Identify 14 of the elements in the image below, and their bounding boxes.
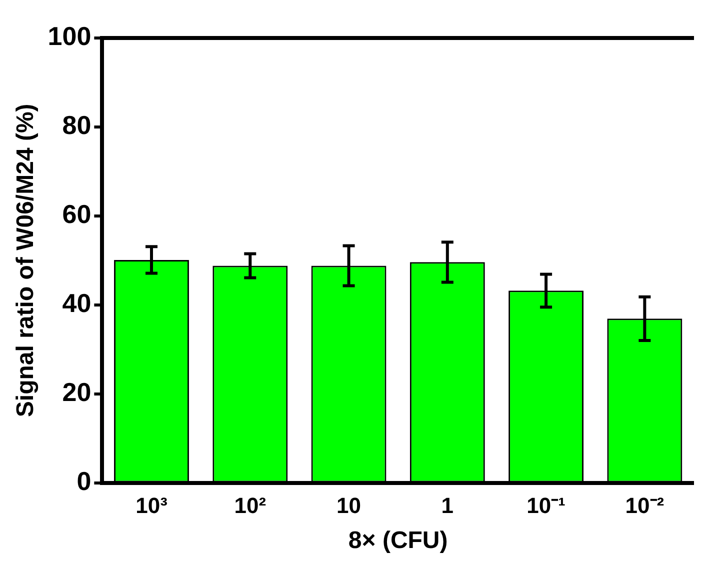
y-tick-label: 40	[62, 288, 92, 318]
y-tick-label: 0	[76, 466, 92, 496]
y-tick-label: 80	[62, 110, 92, 140]
x-tick-label: 10³	[136, 493, 168, 518]
y-tick-label: 60	[62, 199, 92, 230]
x-tick-label: 10⁻¹	[526, 493, 566, 518]
x-tick-label: 10²	[234, 493, 266, 518]
x-tick-label: 1	[441, 493, 454, 518]
x-tick-label: 10	[336, 493, 362, 518]
x-axis-title: 8× (CFU)	[348, 527, 448, 554]
x-tick-label: 10⁻²	[625, 493, 664, 518]
y-axis-title: Signal ratio of W06/M24 (%)	[12, 104, 40, 418]
y-tick-label: 20	[62, 377, 92, 408]
y-tick-label: 100	[48, 21, 92, 52]
